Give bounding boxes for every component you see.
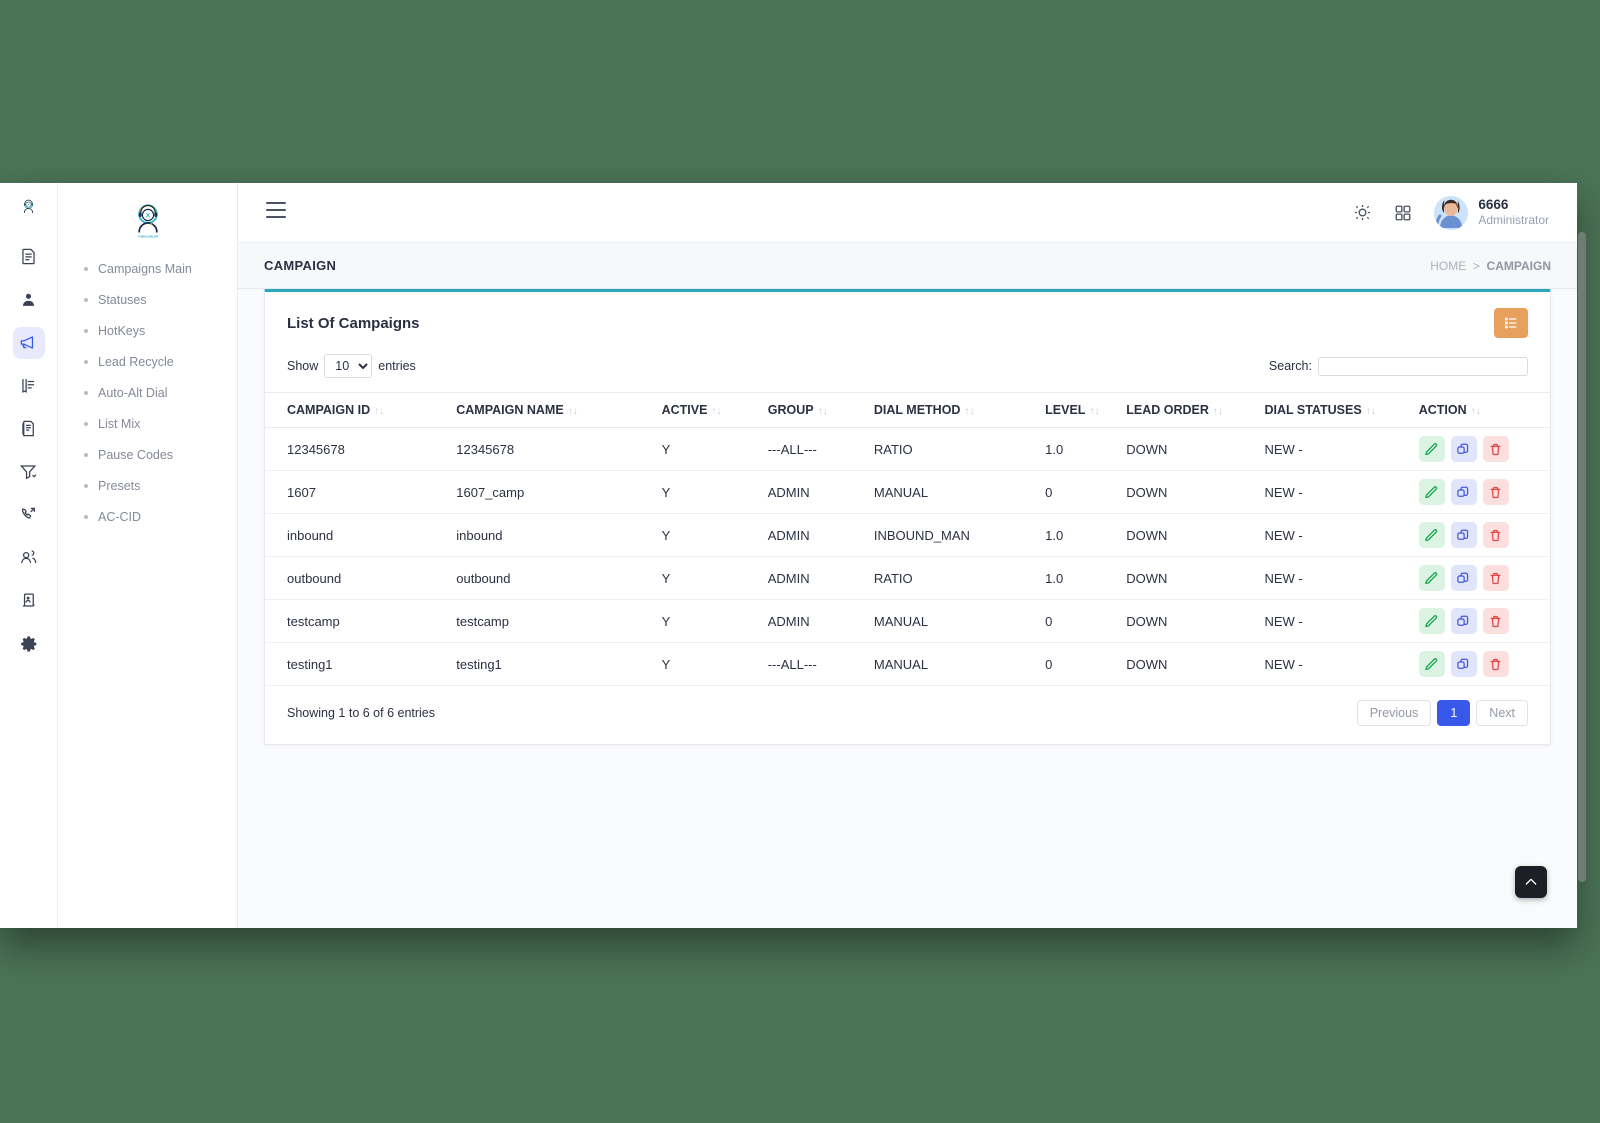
svg-text:X: X (27, 203, 29, 207)
svg-text:X-MAX DIALER: X-MAX DIALER (137, 234, 157, 238)
svg-text:X: X (145, 212, 150, 219)
